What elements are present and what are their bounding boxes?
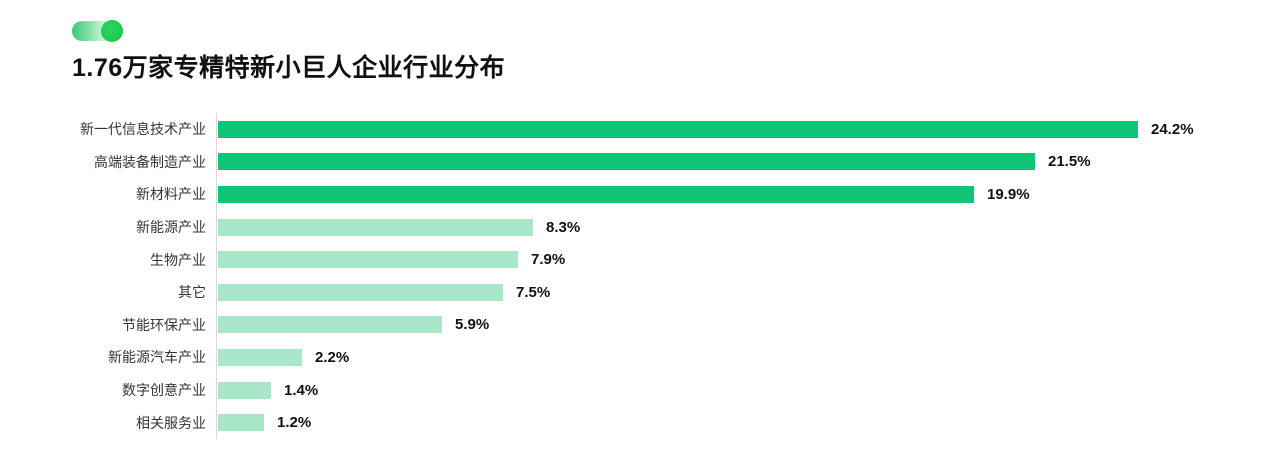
value-label: 8.3% bbox=[546, 218, 581, 236]
value-label: 1.4% bbox=[284, 381, 319, 399]
bar-row: 生物产业 7.9% bbox=[0, 243, 1269, 276]
category-label: 其它 bbox=[178, 284, 206, 301]
value-label: 5.9% bbox=[455, 316, 490, 334]
bar-row: 新一代信息技术产业 24.2% bbox=[0, 113, 1269, 146]
bar bbox=[218, 120, 1138, 138]
bar-row: 节能环保产业 5.9% bbox=[0, 309, 1269, 342]
value-label: 7.5% bbox=[516, 283, 551, 301]
bar-row: 新能源汽车产业 2.2% bbox=[0, 341, 1269, 374]
category-label: 节能环保产业 bbox=[122, 316, 206, 333]
bar-row: 数字创意产业 1.4% bbox=[0, 374, 1269, 407]
bar bbox=[218, 381, 271, 399]
bar bbox=[218, 283, 503, 301]
category-label: 新能源汽车产业 bbox=[108, 349, 206, 366]
bar-rows-container: 新一代信息技术产业 24.2% 高端装备制造产业 21.5% 新材料产业 19.9% 新能源… bbox=[0, 113, 1269, 439]
bar-row: 其它 7.5% bbox=[0, 276, 1269, 309]
category-label: 高端装备制造产业 bbox=[94, 153, 206, 170]
title-decoration bbox=[72, 20, 124, 42]
bar bbox=[218, 185, 974, 203]
value-label: 21.5% bbox=[1048, 153, 1091, 171]
green-dot-icon bbox=[101, 20, 123, 42]
category-label: 新一代信息技术产业 bbox=[80, 121, 206, 138]
bar bbox=[218, 153, 1035, 171]
bar-row: 新材料产业 19.9% bbox=[0, 178, 1269, 211]
category-label: 相关服务业 bbox=[136, 414, 206, 431]
bar bbox=[218, 316, 442, 334]
bar bbox=[218, 251, 518, 269]
bar-row: 高端装备制造产业 21.5% bbox=[0, 146, 1269, 179]
bar-chart: 新一代信息技术产业 24.2% 高端装备制造产业 21.5% 新材料产业 19.9% 新能源… bbox=[0, 113, 1269, 439]
bar bbox=[218, 348, 302, 366]
bar-row: 新能源产业 8.3% bbox=[0, 211, 1269, 244]
value-label: 24.2% bbox=[1151, 120, 1194, 138]
bar bbox=[218, 414, 264, 432]
value-label: 1.2% bbox=[277, 414, 312, 432]
category-label: 数字创意产业 bbox=[122, 382, 206, 399]
category-label: 生物产业 bbox=[150, 251, 206, 268]
bar-row: 相关服务业 1.2% bbox=[0, 406, 1269, 439]
category-label: 新材料产业 bbox=[136, 186, 206, 203]
value-label: 2.2% bbox=[315, 348, 350, 366]
chart-title: 1.76万家专精特新小巨人企业行业分布 bbox=[72, 54, 506, 82]
value-label: 19.9% bbox=[987, 185, 1030, 203]
value-label: 7.9% bbox=[531, 251, 566, 269]
category-label: 新能源产业 bbox=[136, 219, 206, 236]
bar bbox=[218, 218, 533, 236]
y-axis-line bbox=[216, 113, 217, 439]
